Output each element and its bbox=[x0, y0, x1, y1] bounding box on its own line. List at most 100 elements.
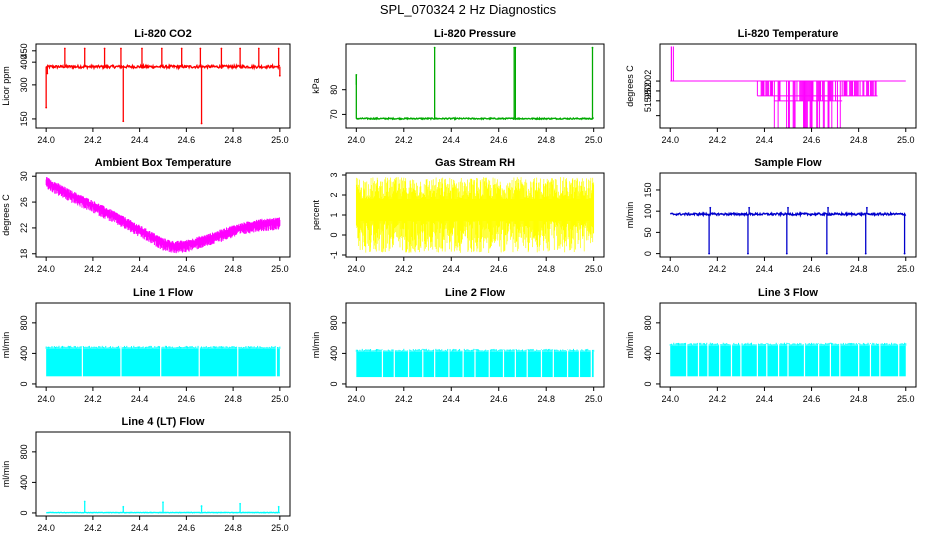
x-tick-label: 24.6 bbox=[803, 264, 821, 274]
series-line3 bbox=[669, 342, 907, 378]
plot-frame bbox=[345, 302, 605, 388]
y-tick-label: -1 bbox=[329, 251, 339, 259]
y-tick-label: 100 bbox=[643, 204, 653, 219]
spike-point bbox=[787, 206, 789, 209]
y-tick-label: 0 bbox=[19, 381, 29, 386]
y-tick-label: 400 bbox=[19, 475, 29, 490]
spike-point bbox=[122, 120, 125, 123]
series-line bbox=[45, 62, 281, 71]
spike-point bbox=[120, 47, 122, 50]
spike-point bbox=[257, 47, 260, 50]
x-tick-label: 24.6 bbox=[178, 264, 196, 274]
y-axis-label: Licor ppm bbox=[1, 66, 11, 106]
x-tick-label: 24.0 bbox=[37, 135, 55, 145]
spike-point bbox=[83, 500, 86, 503]
spike-point bbox=[103, 47, 106, 50]
spike-point bbox=[239, 502, 242, 505]
spike-point bbox=[162, 501, 164, 504]
x-tick-label: 24.4 bbox=[442, 394, 460, 404]
y-axis-label: ml/min bbox=[1, 332, 11, 359]
spike-point bbox=[865, 206, 868, 209]
spike-point bbox=[277, 505, 280, 508]
y-tick-label: 400 bbox=[19, 346, 29, 361]
y-axis-label: kPa bbox=[311, 78, 321, 94]
y-tick-label: 800 bbox=[19, 315, 29, 330]
spike-point bbox=[199, 47, 202, 50]
page-title: SPL_070324 2 Hz Diagnostics bbox=[379, 2, 557, 17]
chart-title: Li-820 Pressure bbox=[434, 28, 516, 40]
x-tick-label: 24.0 bbox=[37, 394, 55, 404]
x-tick-label: 24.4 bbox=[131, 264, 149, 274]
x-tick-label: 24.4 bbox=[442, 264, 460, 274]
series-line bbox=[355, 116, 594, 121]
x-tick-label: 24.8 bbox=[537, 394, 555, 404]
series-co2 bbox=[45, 47, 281, 125]
x-tick-label: 24.8 bbox=[224, 394, 242, 404]
y-tick-label: 50 bbox=[643, 227, 653, 237]
y-tick-label: 300 bbox=[19, 77, 29, 92]
y-tick-label: 52.02 bbox=[643, 70, 653, 93]
x-tick-label: 24.2 bbox=[84, 523, 102, 533]
x-tick-label: 24.8 bbox=[850, 394, 868, 404]
plot-frame bbox=[35, 302, 291, 388]
spike-point bbox=[141, 47, 143, 50]
x-tick-label: 24.6 bbox=[803, 135, 821, 145]
spike-point bbox=[864, 252, 867, 255]
spike-point bbox=[200, 122, 203, 125]
x-tick-label: 24.6 bbox=[178, 523, 196, 533]
y-tick-label: 2 bbox=[329, 192, 339, 197]
y-axis-label: ml/min bbox=[625, 202, 635, 229]
series-temperature bbox=[670, 46, 906, 128]
x-tick-label: 24.8 bbox=[224, 264, 242, 274]
y-axis-label: percent bbox=[311, 199, 321, 230]
x-tick-label: 24.6 bbox=[490, 264, 508, 274]
x-tick-label: 24.6 bbox=[803, 394, 821, 404]
chart-temperature: Li-820 Temperature degrees C 24.0 24.2 24.4 2… bbox=[625, 28, 917, 145]
spike-point bbox=[45, 106, 48, 109]
y-tick-label: 1 bbox=[329, 212, 339, 217]
spike-point bbox=[46, 72, 49, 75]
series-ambient bbox=[45, 177, 281, 254]
y-axis-label: degrees C bbox=[1, 194, 11, 236]
spike-point bbox=[180, 47, 183, 50]
y-tick-label: 18 bbox=[19, 249, 29, 259]
plot-frame bbox=[659, 172, 917, 258]
x-tick-label: 25.0 bbox=[897, 264, 915, 274]
spike-point bbox=[239, 47, 242, 50]
y-axis-label: ml/min bbox=[1, 461, 11, 488]
series-line4 bbox=[45, 500, 281, 514]
spike-point bbox=[747, 252, 749, 255]
x-tick-label: 24.4 bbox=[756, 264, 774, 274]
x-tick-label: 24.2 bbox=[84, 135, 102, 145]
x-tick-label: 24.2 bbox=[84, 394, 102, 404]
series-sample bbox=[669, 206, 907, 255]
y-tick-label: 0 bbox=[329, 381, 339, 386]
x-tick-label: 25.0 bbox=[585, 135, 603, 145]
plot-frame bbox=[345, 43, 605, 129]
y-tick-label: 450 bbox=[19, 43, 29, 58]
spike-point bbox=[277, 47, 280, 50]
spike-point bbox=[220, 47, 223, 50]
y-tick-label: 150 bbox=[643, 182, 653, 197]
y-tick-label: 22 bbox=[19, 223, 29, 233]
x-tick-label: 25.0 bbox=[585, 264, 603, 274]
y-tick-label: 30 bbox=[19, 171, 29, 181]
spike-point bbox=[122, 505, 125, 508]
x-tick-label: 25.0 bbox=[897, 135, 915, 145]
chart-line2: Line 2 Flow ml/min 24.0 24.2 24.4 24.6 24.8 25.… bbox=[311, 287, 605, 404]
chart-title: Line 4 (LT) Flow bbox=[122, 416, 205, 428]
x-tick-label: 24.0 bbox=[37, 523, 55, 533]
spike-point bbox=[827, 206, 829, 209]
spike-point bbox=[433, 46, 436, 49]
chart-title: Sample Flow bbox=[754, 157, 822, 169]
y-tick-label: 400 bbox=[19, 55, 29, 70]
y-tick-label: 800 bbox=[19, 444, 29, 459]
chart-rh: Gas Stream RH percent 24.0 24.2 24.4 24.6 24.8… bbox=[311, 157, 605, 274]
y-axis-label: degrees C bbox=[625, 65, 635, 107]
x-tick-label: 25.0 bbox=[585, 394, 603, 404]
chart-title: Li-820 CO2 bbox=[134, 28, 191, 40]
spike-point bbox=[825, 252, 828, 255]
plot-frame bbox=[35, 431, 291, 517]
y-tick-label: 26 bbox=[19, 197, 29, 207]
series-line2 bbox=[355, 348, 595, 379]
